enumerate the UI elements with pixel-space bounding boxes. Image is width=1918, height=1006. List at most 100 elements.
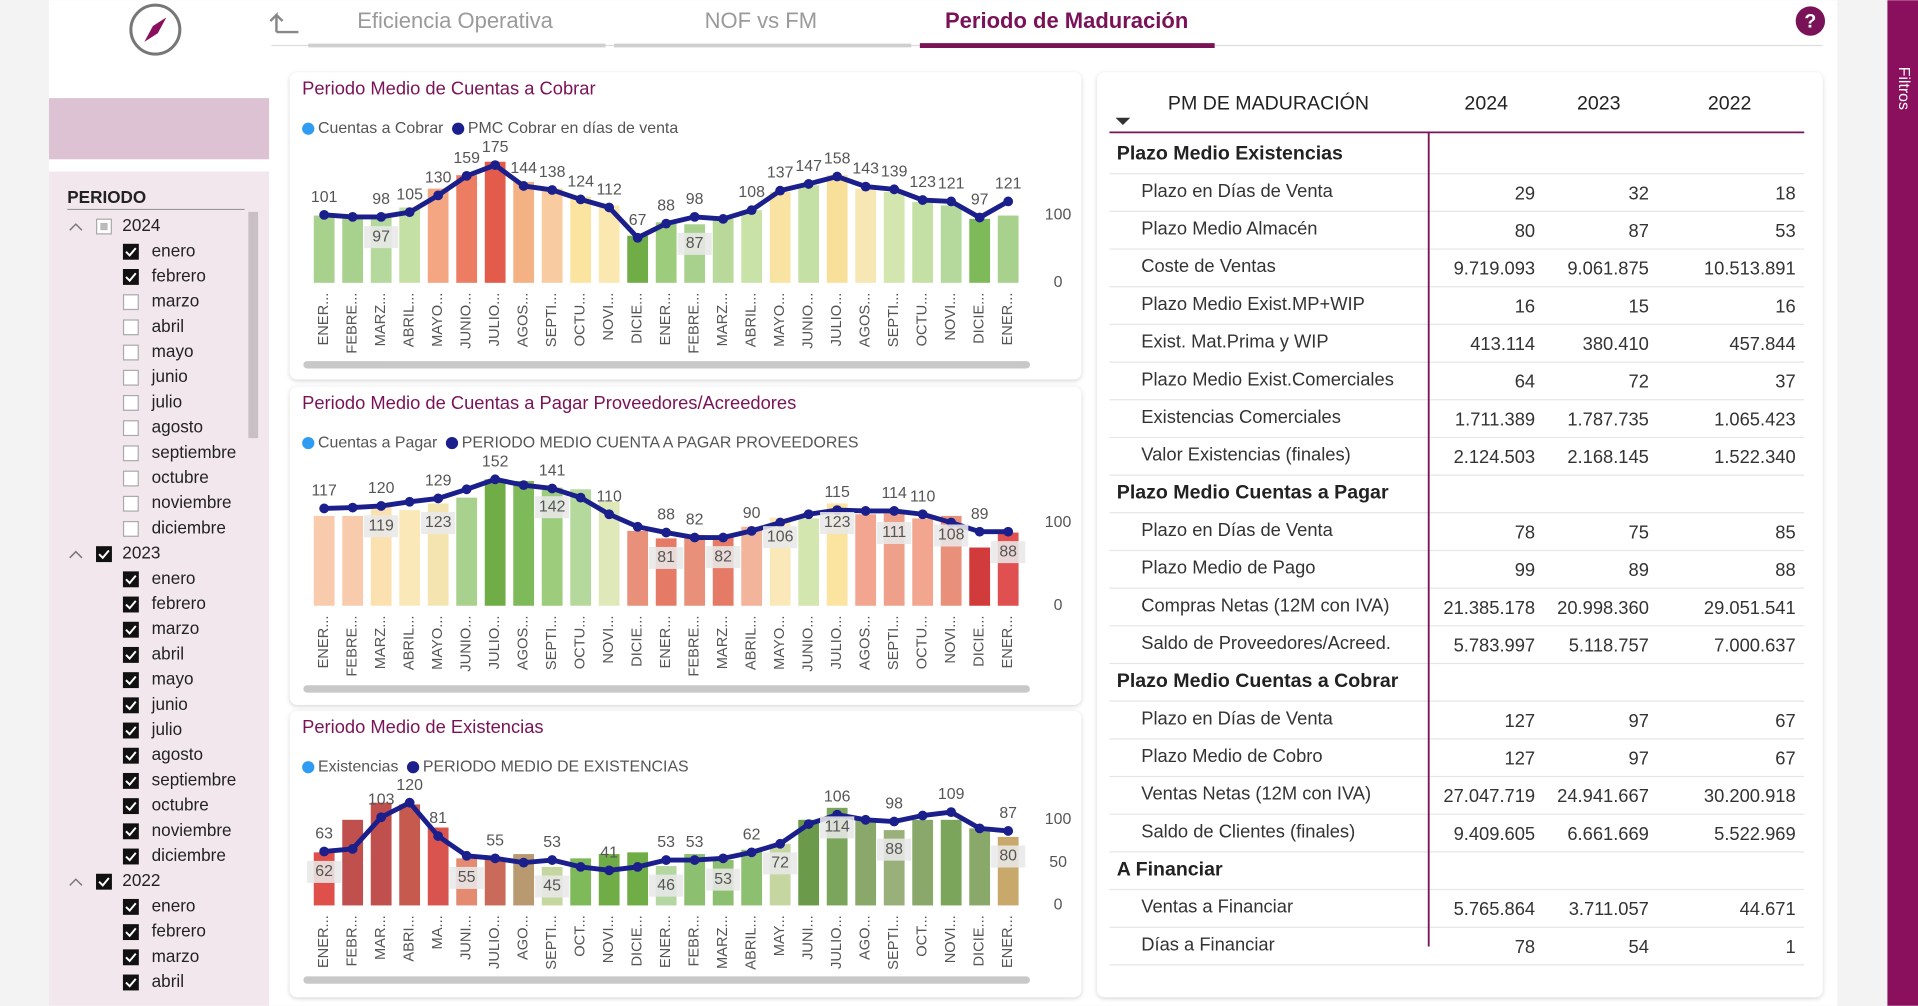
compass-icon[interactable] <box>129 3 182 56</box>
slicer-item-label[interactable]: abril <box>152 644 184 663</box>
slicer-checkbox[interactable] <box>122 974 139 991</box>
slicer-checkbox[interactable] <box>122 445 139 462</box>
slicer-checkbox[interactable] <box>122 646 139 663</box>
slicer-checkbox[interactable] <box>122 319 139 336</box>
slicer-checkbox[interactable] <box>122 571 139 588</box>
slicer-checkbox[interactable] <box>122 495 139 512</box>
help-icon[interactable] <box>1795 6 1826 36</box>
chart-scrollbar[interactable] <box>303 976 1030 984</box>
x-tick-label: DICIE... <box>630 616 646 667</box>
slicer-item-label[interactable]: noviembre <box>152 493 232 512</box>
slicer-item-label[interactable]: septiembre <box>152 770 237 789</box>
slicer-item-label[interactable]: abril <box>152 972 184 991</box>
slicer-checkbox[interactable] <box>96 546 112 563</box>
slicer-checkbox[interactable] <box>122 722 139 739</box>
slicer-item-label[interactable]: marzo <box>152 619 200 638</box>
x-tick-label: MARZ... <box>373 616 389 670</box>
slicer-item-label[interactable]: enero <box>152 569 196 588</box>
line-point <box>461 484 472 495</box>
slicer-item-label[interactable]: febrero <box>152 266 206 285</box>
slicer-item-label[interactable]: mayo <box>152 342 194 361</box>
slicer-item-label[interactable]: enero <box>152 896 196 915</box>
slicer-item-label[interactable]: febrero <box>152 922 206 941</box>
slicer-checkbox[interactable] <box>122 823 139 840</box>
chart-scrollbar[interactable] <box>303 685 1030 693</box>
row-label: Plazo Medio de Cobro <box>1141 745 1322 766</box>
bar <box>826 175 848 283</box>
cell-value: 24.941.667 <box>1557 785 1649 806</box>
x-tick-label: DICIE... <box>630 915 646 966</box>
slicer-checkbox[interactable] <box>122 898 139 915</box>
slicer-item-label[interactable]: septiembre <box>152 443 237 462</box>
slicer-item-label[interactable]: julio <box>151 392 182 411</box>
slicer-checkbox[interactable] <box>122 596 139 613</box>
slicer-checkbox[interactable] <box>122 672 139 689</box>
data-label: 143 <box>852 161 879 178</box>
slicer-group-label[interactable]: 2023 <box>122 544 160 563</box>
slicer-checkbox[interactable] <box>122 772 139 789</box>
slicer-checkbox[interactable] <box>122 798 139 815</box>
slicer-group-label[interactable]: 2022 <box>122 871 160 890</box>
slicer-checkbox[interactable] <box>122 697 139 714</box>
slicer-checkbox[interactable] <box>122 470 139 487</box>
filter-pane[interactable] <box>1887 0 1918 1006</box>
slicer-item-label[interactable]: abril <box>152 317 184 336</box>
slicer-checkbox[interactable] <box>122 747 139 764</box>
slicer-item-label[interactable]: junio <box>151 695 188 714</box>
slicer-checkbox[interactable] <box>122 344 139 361</box>
slicer-item-label[interactable]: junio <box>151 367 188 386</box>
slicer-item-label[interactable]: agosto <box>152 418 203 437</box>
slicer-item-label[interactable]: marzo <box>152 947 200 966</box>
sort-icon[interactable] <box>1115 117 1131 126</box>
x-tick-label: OCTU... <box>573 616 589 670</box>
slicer-checkbox[interactable] <box>122 520 139 537</box>
slicer-checkbox[interactable] <box>122 420 139 437</box>
line-point <box>547 185 558 195</box>
chart-scrollbar[interactable] <box>303 361 1030 369</box>
row-label: Plazo Medio Almacén <box>1141 218 1317 239</box>
slicer-checkbox[interactable] <box>122 243 139 260</box>
y-tick-label: 100 <box>1045 207 1072 224</box>
data-label: 137 <box>767 165 794 182</box>
slicer-item-label[interactable]: mayo <box>152 670 194 689</box>
bar <box>997 215 1019 283</box>
filter-pane-label[interactable]: Filtros <box>1895 67 1912 110</box>
slicer-item-label[interactable]: agosto <box>152 745 203 764</box>
slicer-checkbox[interactable] <box>122 924 139 941</box>
slicer-item-label[interactable]: octubre <box>152 796 209 815</box>
data-label: 88 <box>999 543 1017 560</box>
slicer-checkbox[interactable] <box>122 394 139 411</box>
slicer-item-label[interactable]: diciembre <box>152 518 226 537</box>
slicer-checkbox[interactable] <box>122 369 139 386</box>
expand-chevron[interactable] <box>69 223 83 231</box>
slicer-item-label[interactable]: noviembre <box>152 821 232 840</box>
slicer-item-label[interactable]: julio <box>151 720 182 739</box>
section-title: A Financiar <box>1117 858 1223 880</box>
slicer-item-label[interactable]: marzo <box>152 292 200 311</box>
slicer-item-label[interactable]: febrero <box>152 594 206 613</box>
bar <box>798 518 820 606</box>
slicer-checkbox[interactable] <box>122 848 139 865</box>
slicer-checkbox[interactable] <box>122 949 139 966</box>
slicer-item-label[interactable]: octubre <box>152 468 209 487</box>
expand-chevron[interactable] <box>69 550 83 559</box>
back-icon[interactable] <box>269 11 299 34</box>
x-tick-label: ENER... <box>658 293 674 346</box>
slicer-checkbox[interactable] <box>96 873 112 890</box>
slicer-checkbox[interactable] <box>122 621 139 638</box>
tab-label[interactable]: NOF vs FM <box>705 8 817 33</box>
legend-marker <box>406 761 420 774</box>
slicer-item-label[interactable]: diciembre <box>152 846 226 865</box>
line-point <box>376 211 387 222</box>
tab-label[interactable]: Eficiencia Operativa <box>357 8 553 33</box>
x-tick-label: SEPTI... <box>544 915 560 970</box>
slicer-checkbox[interactable] <box>122 294 139 311</box>
slicer-item-label[interactable]: enero <box>152 241 196 260</box>
expand-chevron[interactable] <box>69 878 83 886</box>
slicer-checkbox[interactable] <box>122 268 139 285</box>
slicer-group-label[interactable]: 2024 <box>122 216 161 235</box>
line-point <box>376 812 387 823</box>
tab-label[interactable]: Periodo de Maduración <box>945 8 1188 33</box>
x-tick-label: JUNIO... <box>801 616 817 672</box>
help-label[interactable]: ? <box>1804 10 1816 32</box>
